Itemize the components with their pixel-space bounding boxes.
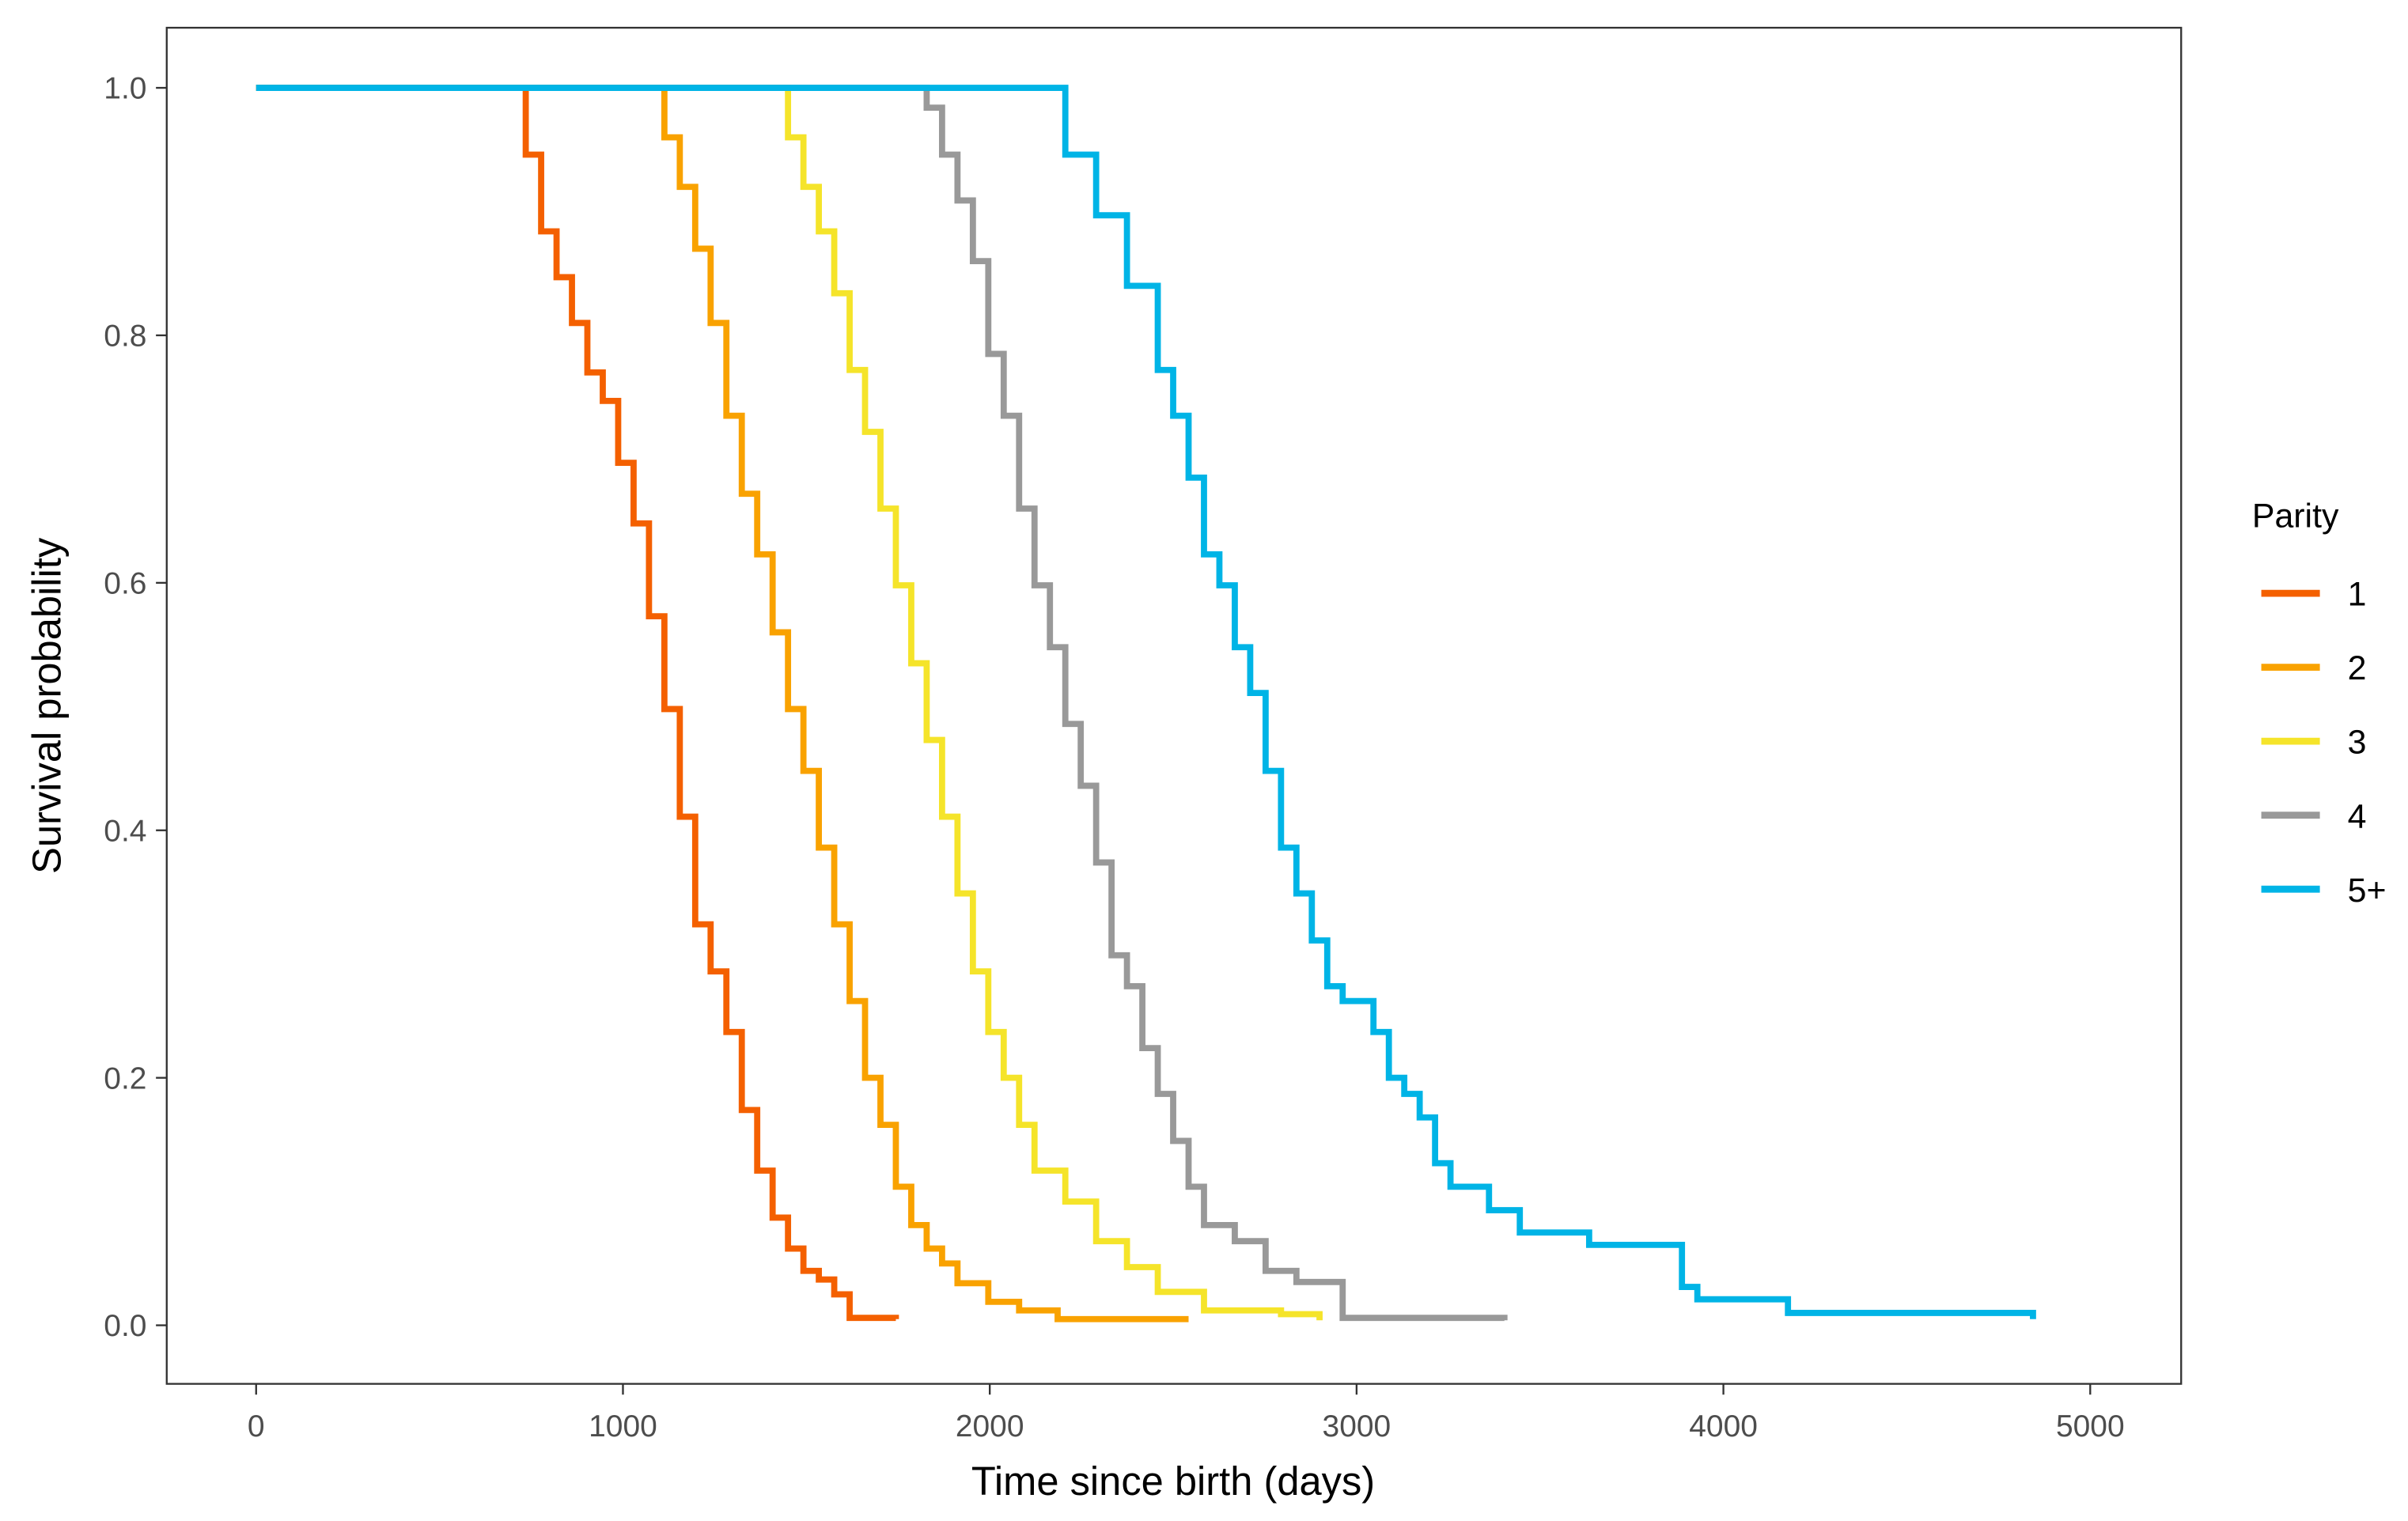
survival-curve-2 <box>256 85 1189 1322</box>
survival-curve-3 <box>256 85 1323 1321</box>
y-tick-label: 0.8 <box>104 320 146 354</box>
x-tick-label: 2000 <box>956 1409 1024 1443</box>
x-tick-label: 1000 <box>589 1409 657 1443</box>
y-tick-label: 0.2 <box>104 1061 146 1095</box>
x-axis: 0 1000 2000 3000 4000 5000 <box>248 1383 2125 1443</box>
y-axis: 0.0 0.2 0.4 0.6 0.8 1.0 <box>104 72 167 1343</box>
survival-curve-5+ <box>256 85 2036 1319</box>
survival-curve-1 <box>256 85 899 1322</box>
plot-panel <box>165 26 2183 1385</box>
x-tick-label: 4000 <box>1689 1409 1758 1443</box>
x-tick-label: 3000 <box>1323 1409 1391 1443</box>
legend-title: Parity <box>2252 497 2339 535</box>
y-tick-label: 0.6 <box>104 566 146 600</box>
x-tick-label: 5000 <box>2056 1409 2125 1443</box>
legend: Parity 1 2 3 4 5+ <box>2252 497 2387 909</box>
legend-label: 5+ <box>2348 872 2387 910</box>
y-axis-title: Survival probability <box>24 537 69 874</box>
y-tick-label: 0.4 <box>104 814 146 848</box>
legend-label: 2 <box>2348 649 2367 687</box>
legend-label: 3 <box>2348 724 2367 762</box>
y-tick-label: 0.0 <box>104 1309 146 1343</box>
x-axis-title: Time since birth (days) <box>971 1459 1375 1504</box>
y-tick-label: 1.0 <box>104 72 146 106</box>
x-tick-label: 0 <box>248 1409 265 1443</box>
legend-label: 1 <box>2348 576 2367 614</box>
curves <box>256 85 2036 1322</box>
survival-curve-4 <box>256 85 1508 1322</box>
legend-label: 4 <box>2348 797 2367 835</box>
